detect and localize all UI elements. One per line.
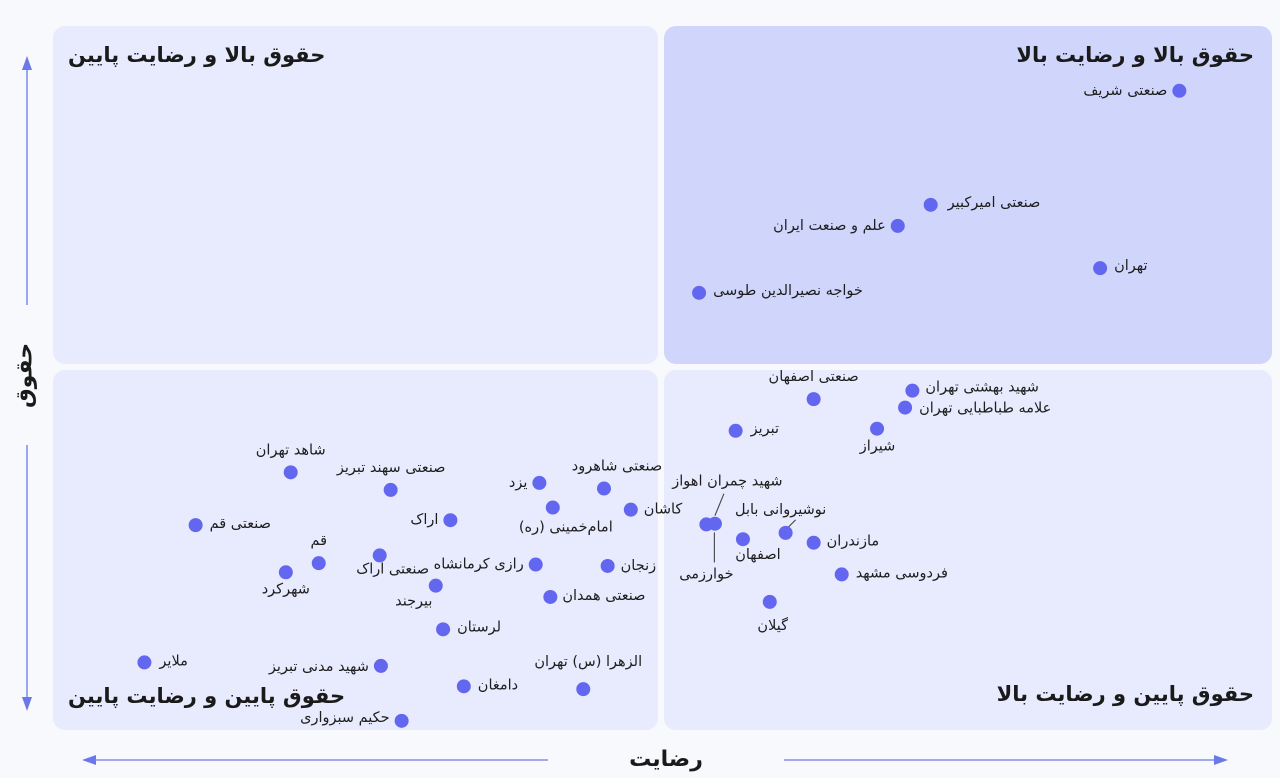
data-point (890, 218, 905, 233)
data-point (806, 535, 821, 550)
data-point (532, 475, 547, 490)
point-label: تهران (1114, 258, 1147, 274)
point-label: بیرجند (395, 594, 432, 610)
point-label: کاشان (644, 502, 683, 518)
quadrant-bg-bottom-right (664, 370, 1272, 730)
data-point (528, 557, 543, 572)
data-point (806, 392, 821, 407)
data-point (394, 713, 409, 728)
data-point (443, 513, 458, 528)
point-label: شاهد تهران (256, 442, 326, 458)
quadrant-label-top-left: حقوق بالا و رضایت پایین (68, 43, 326, 67)
data-point (623, 502, 638, 517)
data-point (692, 285, 707, 300)
point-label: مازندران (827, 534, 880, 550)
data-point (735, 532, 750, 547)
point-label: امام‌خمینی (ره) (519, 520, 613, 536)
data-point (543, 589, 558, 604)
quadrant-backgrounds (53, 26, 1272, 730)
point-label: یزد (509, 475, 527, 491)
leader-lines (713, 493, 797, 563)
point-label: شهید چمران اهواز (671, 474, 782, 490)
point-label: صنعتی اصفهان (769, 369, 859, 385)
point-label: گیلان (757, 617, 788, 634)
data-point (778, 525, 793, 540)
point-label: علامه طباطبایی تهران (919, 401, 1051, 417)
point-label: صنعتی اراک (356, 561, 429, 577)
y-axis-arrow-down (22, 697, 32, 711)
point-label: زنجان (621, 558, 656, 574)
point-label: رازی کرمانشاه (434, 557, 524, 573)
data-point (1172, 83, 1187, 98)
quadrant-label-bottom-right: حقوق پایین و رضایت بالا (996, 682, 1254, 706)
point-label: قم (310, 533, 327, 549)
data-point (372, 548, 387, 563)
point-label: شهرکرد (262, 581, 310, 597)
data-point (188, 518, 203, 533)
data-point (834, 567, 849, 582)
data-point (596, 481, 611, 496)
data-point (456, 679, 471, 694)
point-label: اصفهان (735, 547, 780, 563)
data-point (278, 565, 293, 580)
data-point (699, 517, 714, 532)
quadrant-bg-top-right (664, 26, 1272, 364)
x-axis-title: رضایت (548, 740, 784, 778)
data-point (905, 383, 920, 398)
point-label: شیراز (859, 439, 896, 455)
point-label: خوارزمی (679, 566, 733, 582)
point-label: ملایر (158, 653, 187, 669)
point-label: صنعتی قم (210, 516, 271, 532)
point-label: فردوسی مشهد (856, 565, 948, 581)
point-label: صنعتی امیرکبیر (947, 195, 1041, 211)
point-label: حکیم سبزواری (300, 710, 390, 726)
point-label: خواجه نصیرالدین طوسی (713, 283, 863, 299)
point-label: صنعتی شاهرود (572, 459, 662, 475)
data-points (137, 83, 1187, 728)
data-point (576, 682, 591, 697)
data-point (311, 556, 326, 571)
quadrant-label-top-right: حقوق بالا و رضایت بالا (1016, 43, 1254, 67)
x-axis-arrow-right (1214, 755, 1228, 765)
point-label: شهید بهشتی تهران (925, 380, 1039, 396)
data-point (1093, 261, 1108, 276)
point-label: الزهرا (س) تهران (534, 654, 642, 670)
x-axis-arrow-left (82, 755, 96, 765)
data-point (923, 197, 938, 212)
point-label: تبریز (750, 421, 779, 437)
data-point (870, 421, 885, 436)
point-label: دامغان (478, 677, 518, 693)
data-point (373, 658, 388, 673)
data-point (436, 622, 451, 637)
leader-line (714, 493, 725, 516)
data-point (728, 423, 743, 438)
point-label: نوشیروانی بابل (735, 502, 826, 518)
point-label: لرستان (457, 619, 501, 635)
data-point (428, 578, 443, 593)
y-axis-title: حقوق (0, 305, 50, 445)
y-axis-arrow-up (22, 56, 32, 70)
data-point (600, 558, 615, 573)
quadrant-label-bottom-left: حقوق پایین و رضایت پایین (68, 684, 346, 708)
data-point (545, 500, 560, 515)
quadrant-bg-bottom-left (53, 370, 658, 730)
data-point (137, 655, 152, 670)
point-labels: صنعتی شریف صنعتی امیرکبیر علم و صنعت ایران… (158, 83, 1167, 726)
data-point (383, 482, 398, 497)
data-point (283, 465, 298, 480)
point-label: علم و صنعت ایران (773, 218, 886, 234)
leader-line (787, 519, 797, 529)
point-label: صنعتی شریف (1083, 83, 1167, 99)
point-label: صنعتی سهند تبریز (336, 460, 446, 476)
point-label: اراک (410, 512, 438, 528)
data-point (762, 594, 777, 609)
point-label: شهید مدنی تبریز (268, 659, 369, 675)
point-label: صنعتی همدان (562, 588, 645, 604)
data-point (898, 400, 913, 415)
quadrant-bg-top-left (53, 26, 658, 364)
